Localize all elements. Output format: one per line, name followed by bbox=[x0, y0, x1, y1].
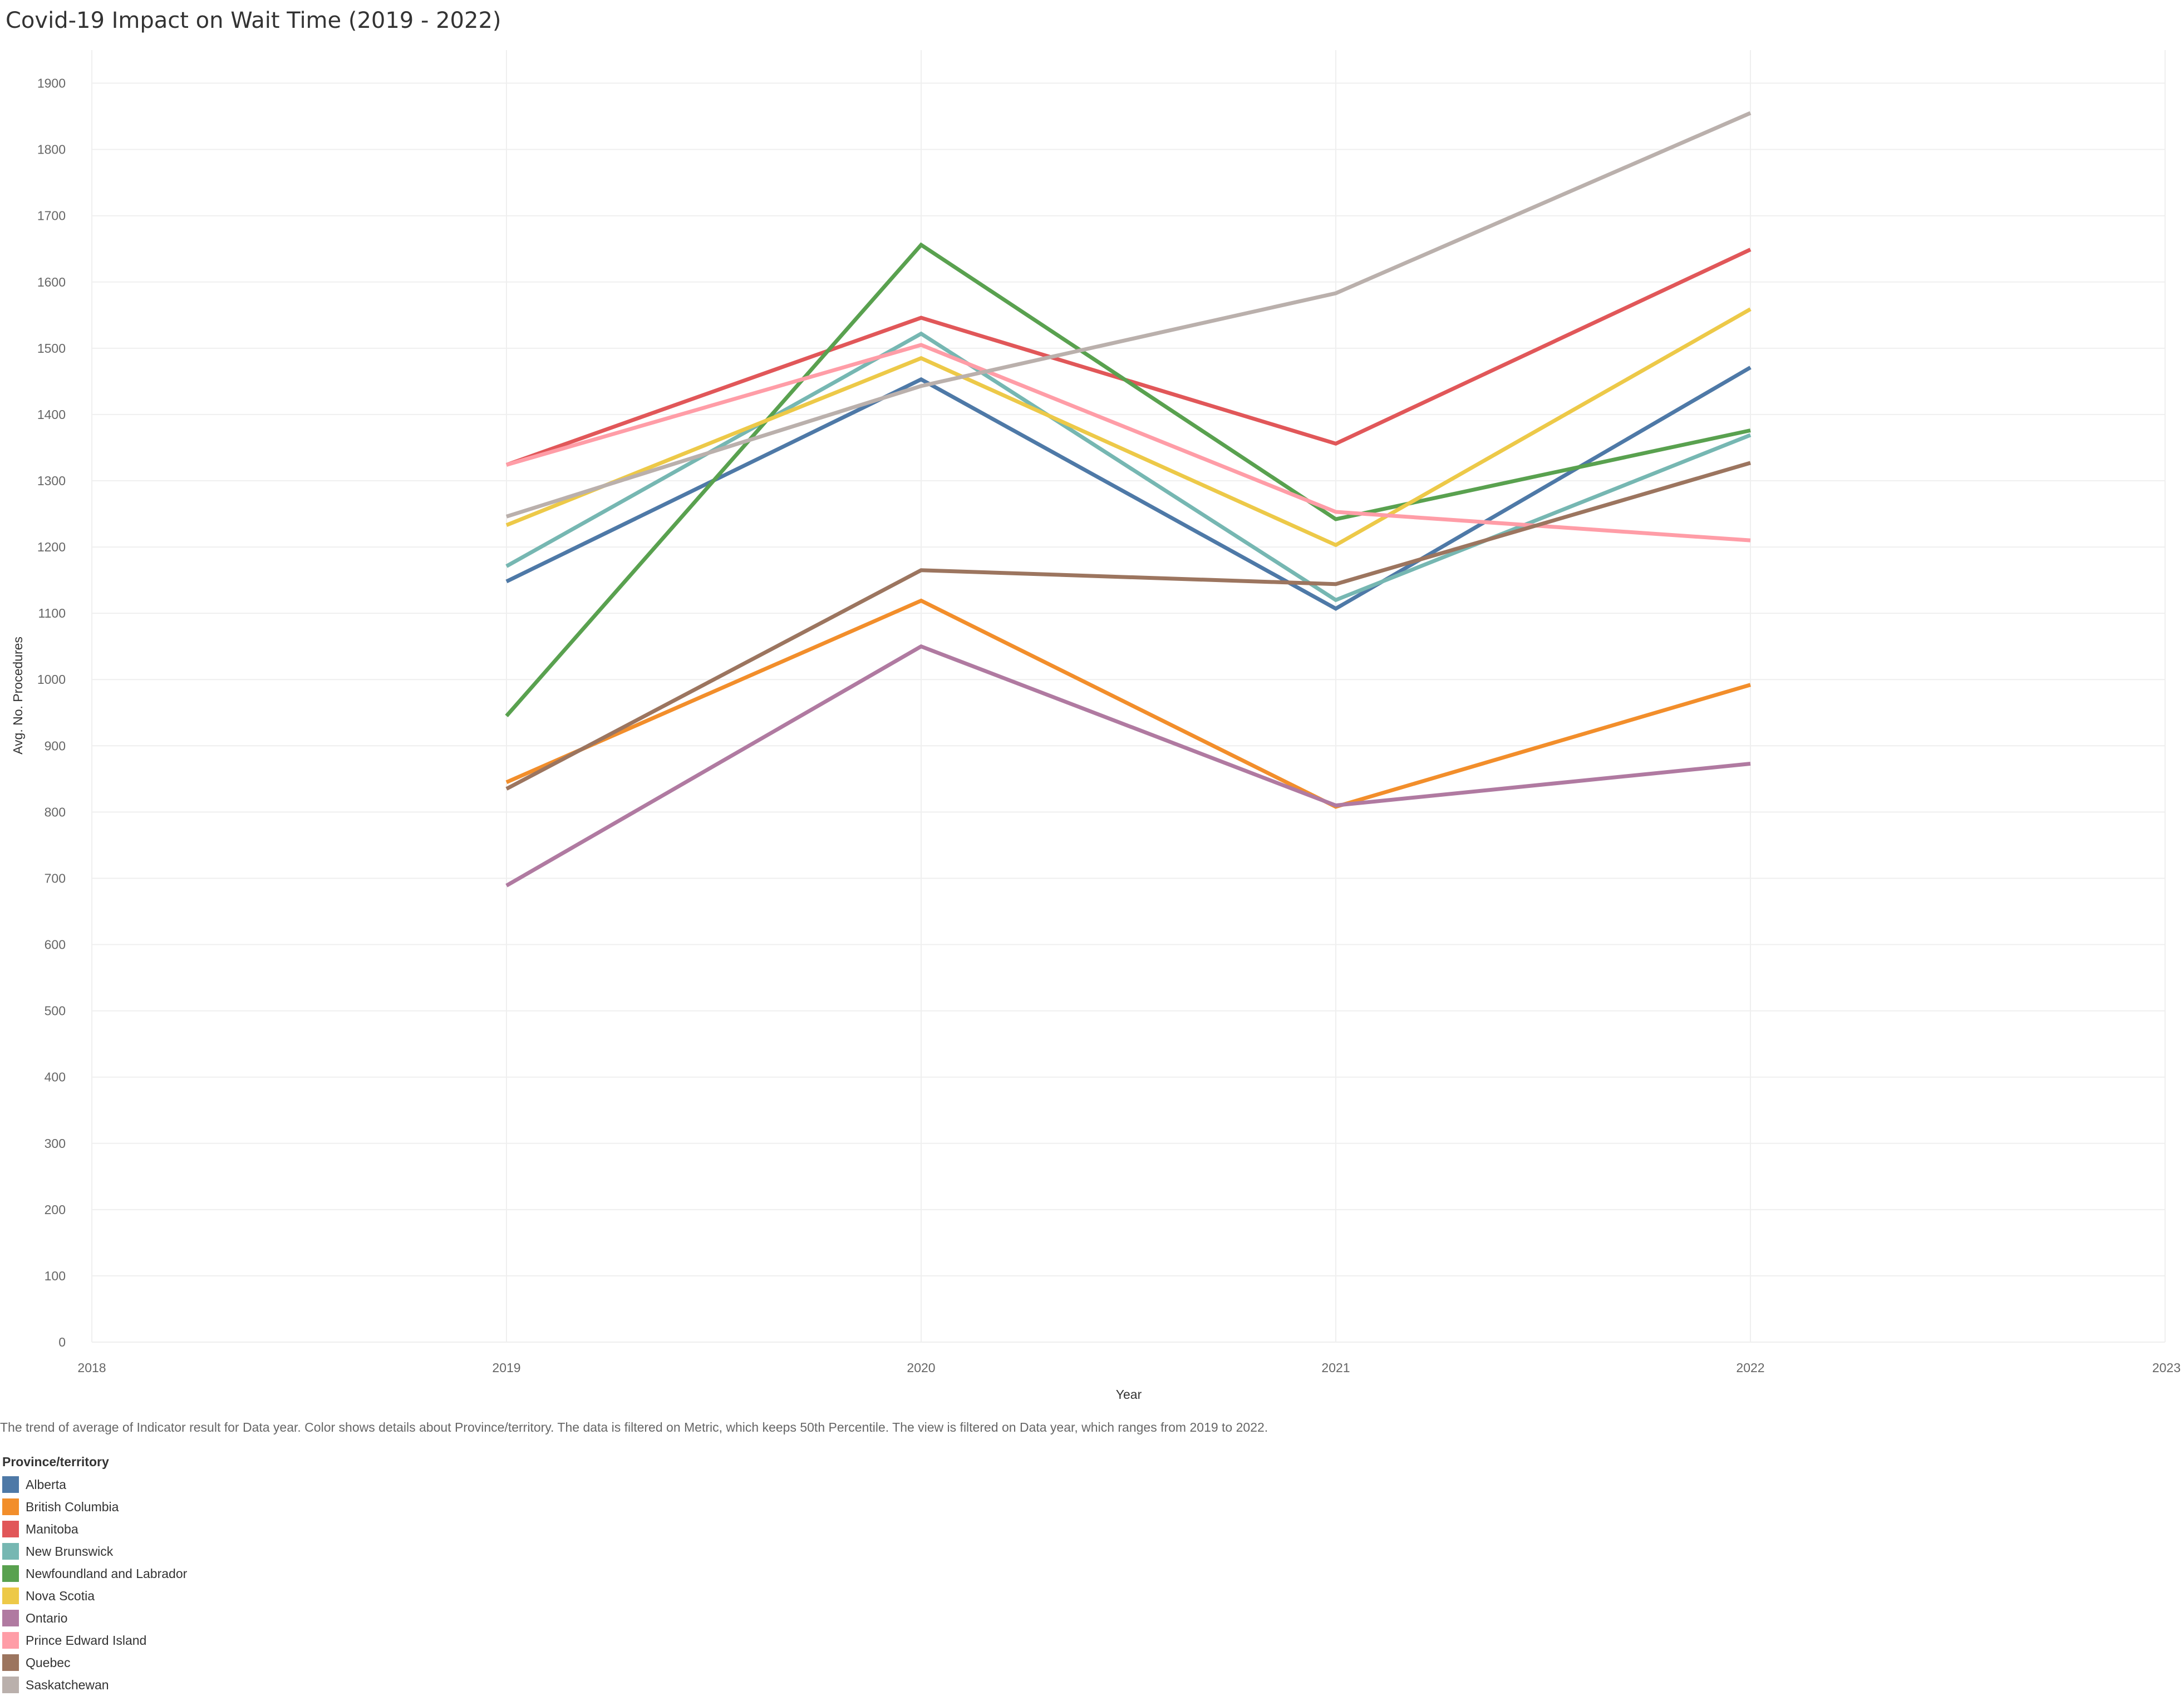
legend-label: British Columbia bbox=[26, 1499, 119, 1514]
legend-item[interactable]: Manitoba bbox=[2, 1518, 187, 1540]
series-line-newfoundland-and-labrador bbox=[505, 242, 1751, 718]
y-tick-label: 300 bbox=[45, 1136, 66, 1151]
series-line-new-brunswick bbox=[505, 331, 1752, 603]
y-tick-label: 1500 bbox=[37, 341, 66, 356]
x-axis-label: Year bbox=[1116, 1387, 1142, 1402]
y-tick-label: 200 bbox=[45, 1202, 66, 1217]
y-tick-label: 1000 bbox=[37, 672, 66, 687]
y-tick-label: 1900 bbox=[37, 76, 66, 91]
y-tick-label: 100 bbox=[45, 1269, 66, 1283]
legend-item[interactable]: Prince Edward Island bbox=[2, 1629, 187, 1651]
y-tick-label: 1200 bbox=[37, 540, 66, 554]
legend-swatch bbox=[2, 1543, 19, 1560]
y-tick-label: 1800 bbox=[37, 142, 66, 157]
x-axis-ticks: 2018 2019 2020 2021 2022 2023 bbox=[77, 1360, 2181, 1375]
legend-swatch bbox=[2, 1521, 19, 1537]
chart-title: Covid-19 Impact on Wait Time (2019 - 202… bbox=[6, 8, 501, 33]
legend-label: New Brunswick bbox=[26, 1544, 114, 1559]
x-tick-label: 2018 bbox=[77, 1360, 106, 1375]
y-tick-label: 1600 bbox=[37, 275, 66, 289]
y-tick-label: 1100 bbox=[38, 606, 66, 620]
legend-label: Quebec bbox=[26, 1655, 71, 1670]
y-axis-ticks: 0 100 200 300 400 500 600 700 800 900 1000 1100 1200… bbox=[37, 76, 66, 1349]
y-tick-label: 700 bbox=[45, 871, 66, 885]
legend-items: Alberta British Columbia Manitoba New Bruns… bbox=[2, 1473, 187, 1696]
series-line-prince-edward-island bbox=[506, 343, 1751, 543]
y-tick-label: 1300 bbox=[37, 474, 66, 488]
y-tick-label: 800 bbox=[45, 805, 66, 819]
legend-item[interactable]: New Brunswick bbox=[2, 1540, 187, 1562]
y-tick-label: 1400 bbox=[37, 407, 66, 422]
y-tick-label: 900 bbox=[45, 738, 66, 753]
legend-item[interactable]: British Columbia bbox=[2, 1496, 187, 1518]
legend-item[interactable]: Quebec bbox=[2, 1651, 187, 1674]
legend-label: Saskatchewan bbox=[26, 1677, 109, 1692]
legend-swatch bbox=[2, 1632, 19, 1649]
line-chart: 0 100 200 300 400 500 600 700 800 900 1000 1100 1200… bbox=[11, 50, 2181, 1402]
legend-label: Nova Scotia bbox=[26, 1588, 95, 1603]
legend-swatch bbox=[2, 1476, 19, 1493]
legend-swatch bbox=[2, 1565, 19, 1582]
legend-swatch bbox=[2, 1610, 19, 1626]
legend-item[interactable]: Ontario bbox=[2, 1607, 187, 1629]
legend-swatch bbox=[2, 1654, 19, 1671]
x-tick-label: 2019 bbox=[492, 1360, 520, 1375]
legend-label: Manitoba bbox=[26, 1521, 78, 1536]
x-tick-label: 2022 bbox=[1736, 1360, 1764, 1375]
y-tick-label: 500 bbox=[45, 1004, 66, 1018]
legend-swatch bbox=[2, 1677, 19, 1693]
grid-lines bbox=[91, 50, 2166, 1343]
series-line-quebec bbox=[505, 461, 1751, 791]
chart-caption: The trend of average of Indicator result… bbox=[0, 1420, 1268, 1434]
x-tick-label: 2021 bbox=[1321, 1360, 1350, 1375]
series-line-saskatchewan bbox=[505, 111, 1752, 519]
series-line-alberta bbox=[505, 366, 1752, 611]
series-line-ontario bbox=[505, 644, 1751, 888]
legend-label: Prince Edward Island bbox=[26, 1633, 147, 1648]
legend-label: Newfoundland and Labrador bbox=[26, 1566, 188, 1581]
y-tick-label: 400 bbox=[45, 1070, 66, 1084]
legend-label: Ontario bbox=[26, 1610, 68, 1625]
y-tick-label: 0 bbox=[58, 1335, 66, 1349]
series-lines bbox=[505, 111, 1752, 888]
legend-item[interactable]: Newfoundland and Labrador bbox=[2, 1562, 187, 1585]
series-line-british-columbia bbox=[505, 598, 1751, 809]
legend: Province/territory Alberta British Columb… bbox=[2, 1453, 187, 1696]
y-tick-label: 600 bbox=[45, 938, 66, 952]
legend-title: Province/territory bbox=[2, 1455, 109, 1469]
x-tick-label: 2020 bbox=[907, 1360, 935, 1375]
legend-item[interactable]: Saskatchewan bbox=[2, 1674, 187, 1696]
legend-swatch bbox=[2, 1498, 19, 1515]
y-axis-label: Avg. No. Procedures bbox=[11, 637, 25, 755]
legend-item[interactable]: Nova Scotia bbox=[2, 1585, 187, 1607]
series-line-nova-scotia bbox=[505, 307, 1752, 548]
legend-item[interactable]: Alberta bbox=[2, 1473, 187, 1496]
legend-label: Alberta bbox=[26, 1477, 66, 1492]
y-tick-label: 1700 bbox=[37, 209, 66, 223]
x-tick-label: 2023 bbox=[2152, 1360, 2181, 1375]
legend-swatch bbox=[2, 1587, 19, 1604]
